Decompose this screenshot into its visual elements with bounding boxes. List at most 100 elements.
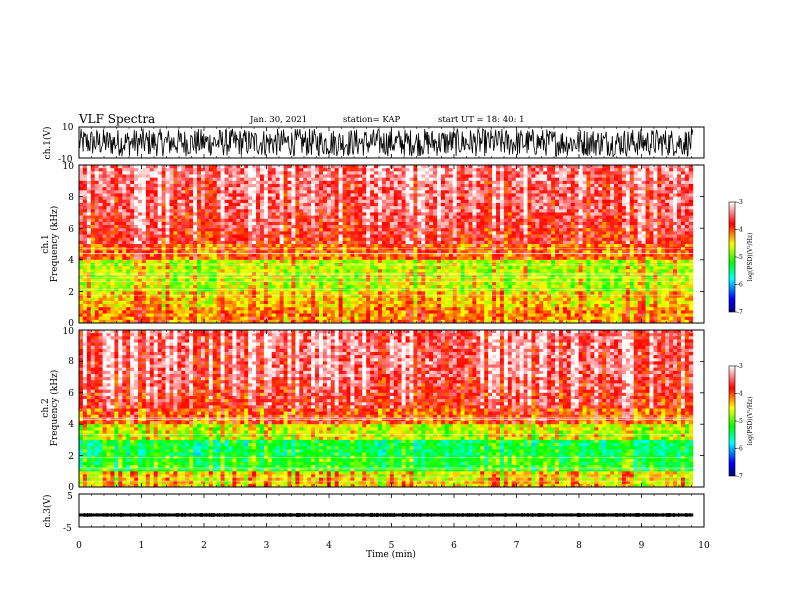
spectrogram-cell [303,291,308,295]
spectrogram-cell [421,202,426,207]
spectrogram-cell [346,285,351,289]
spectrogram-cell [385,247,391,251]
spectrogram-cell [102,285,107,289]
spectrogram-cell [303,250,308,254]
spectrogram-cell [381,275,387,280]
spectrogram-cell [440,281,446,286]
spectrogram-cell [244,196,249,201]
spectrogram-cell [177,190,182,194]
spectrogram-cell [122,281,127,286]
spectrogram-cell [433,294,438,299]
spectrogram-cell [322,177,328,182]
spectrogram-cell [287,196,292,201]
spectrogram-cell [413,256,418,261]
spectrogram-cell [208,278,214,283]
spectrogram-cell [437,196,442,201]
spectrogram-cell [161,266,166,270]
spectrogram-cell [259,177,265,182]
spectrogram-cell [437,183,442,188]
spectrogram-cell [374,278,379,283]
spectrogram-cell [82,319,88,324]
spectrogram-cell [165,193,170,197]
spectrogram-cell [405,313,410,318]
spectrogram-cell [181,202,186,207]
spectrogram-cell [417,196,422,201]
spectrogram-cell [303,310,308,314]
spectrogram-cell [350,294,355,299]
spectrogram-cell [283,174,288,179]
spectrogram-cell [448,183,454,188]
spectrogram-cell [114,168,119,172]
spectrogram-cell [378,183,383,188]
spectrogram-cell [374,319,379,324]
spectrogram-cell [86,253,92,258]
spectrogram-cell [240,319,245,324]
spectrogram-cell [114,266,119,270]
spectrogram-cell [122,202,127,207]
spectrogram-cell [452,174,458,179]
spectrogram-cell [232,187,237,191]
spectrogram-cell [330,307,336,311]
spectrogram-cell [307,171,312,175]
spectrogram-cell [86,221,92,226]
spectrogram-cell [385,253,391,258]
spectrogram-cell [189,231,194,235]
spectrogram-cell [421,269,426,273]
spectrogram-cell [102,253,107,258]
spectrogram-cell [263,253,269,258]
spectrogram-cell [433,275,438,280]
spectrogram-cell [338,313,343,318]
spectrogram-cell [106,310,111,314]
spectrogram-cell [437,174,442,179]
spectrogram-cell [354,304,359,308]
spectrogram-cell [98,253,103,258]
spectrogram-cell [334,196,340,201]
spectrogram-cell [86,291,92,295]
spectrogram-cell [161,196,166,201]
spectrogram-cell [82,269,88,273]
spectrogram-cell [149,269,155,273]
spectrogram-cell [165,307,170,311]
spectrogram-cell [153,212,159,216]
spectrogram-cell [82,168,88,172]
spectrogram-cell [118,215,123,220]
spectrogram-cell [232,269,237,273]
spectrogram-cell [279,180,284,185]
spectrogram-cell [200,313,206,318]
spectrogram-cell [232,285,237,289]
spectrogram-cell [342,288,347,292]
spectrogram-cell [90,171,96,175]
spectrogram-cell [421,187,426,191]
spectrogram-cell [429,281,434,286]
spectrogram-cell [267,221,273,226]
spectrogram-cell [102,250,107,254]
spectrogram-cell [110,316,115,321]
spectrogram-cell [240,202,245,207]
spectrogram-cell [134,180,139,185]
spectrogram-cell [102,199,107,204]
spectrogram-cell [177,304,182,308]
spectrogram-cell [94,316,100,321]
spectrogram-cell [271,190,277,194]
spectrogram-cell [378,288,383,292]
spectrogram-cell [126,247,131,251]
spectrogram-cell [358,253,363,258]
spectrogram-cell [153,304,159,308]
spectrogram-cell [177,225,182,229]
spectrogram-cell [326,202,332,207]
spectrogram-cell [79,244,84,248]
spectrogram-cell [440,174,446,179]
spectrogram-cell [208,168,214,172]
spectrogram-cell [141,234,147,239]
spectrogram-cell [165,278,170,283]
spectrogram-cell [189,291,194,295]
spectrogram-cell [460,231,465,235]
spectrogram-cell [244,212,249,216]
spectrogram-cell [130,225,135,229]
spectrogram-cell [197,171,202,175]
spectrogram-cell [338,196,343,201]
spectrogram-cell [362,183,367,188]
spectrogram-cell [149,209,155,213]
spectrogram-cell [362,316,367,321]
spectrogram-cell [149,168,155,172]
